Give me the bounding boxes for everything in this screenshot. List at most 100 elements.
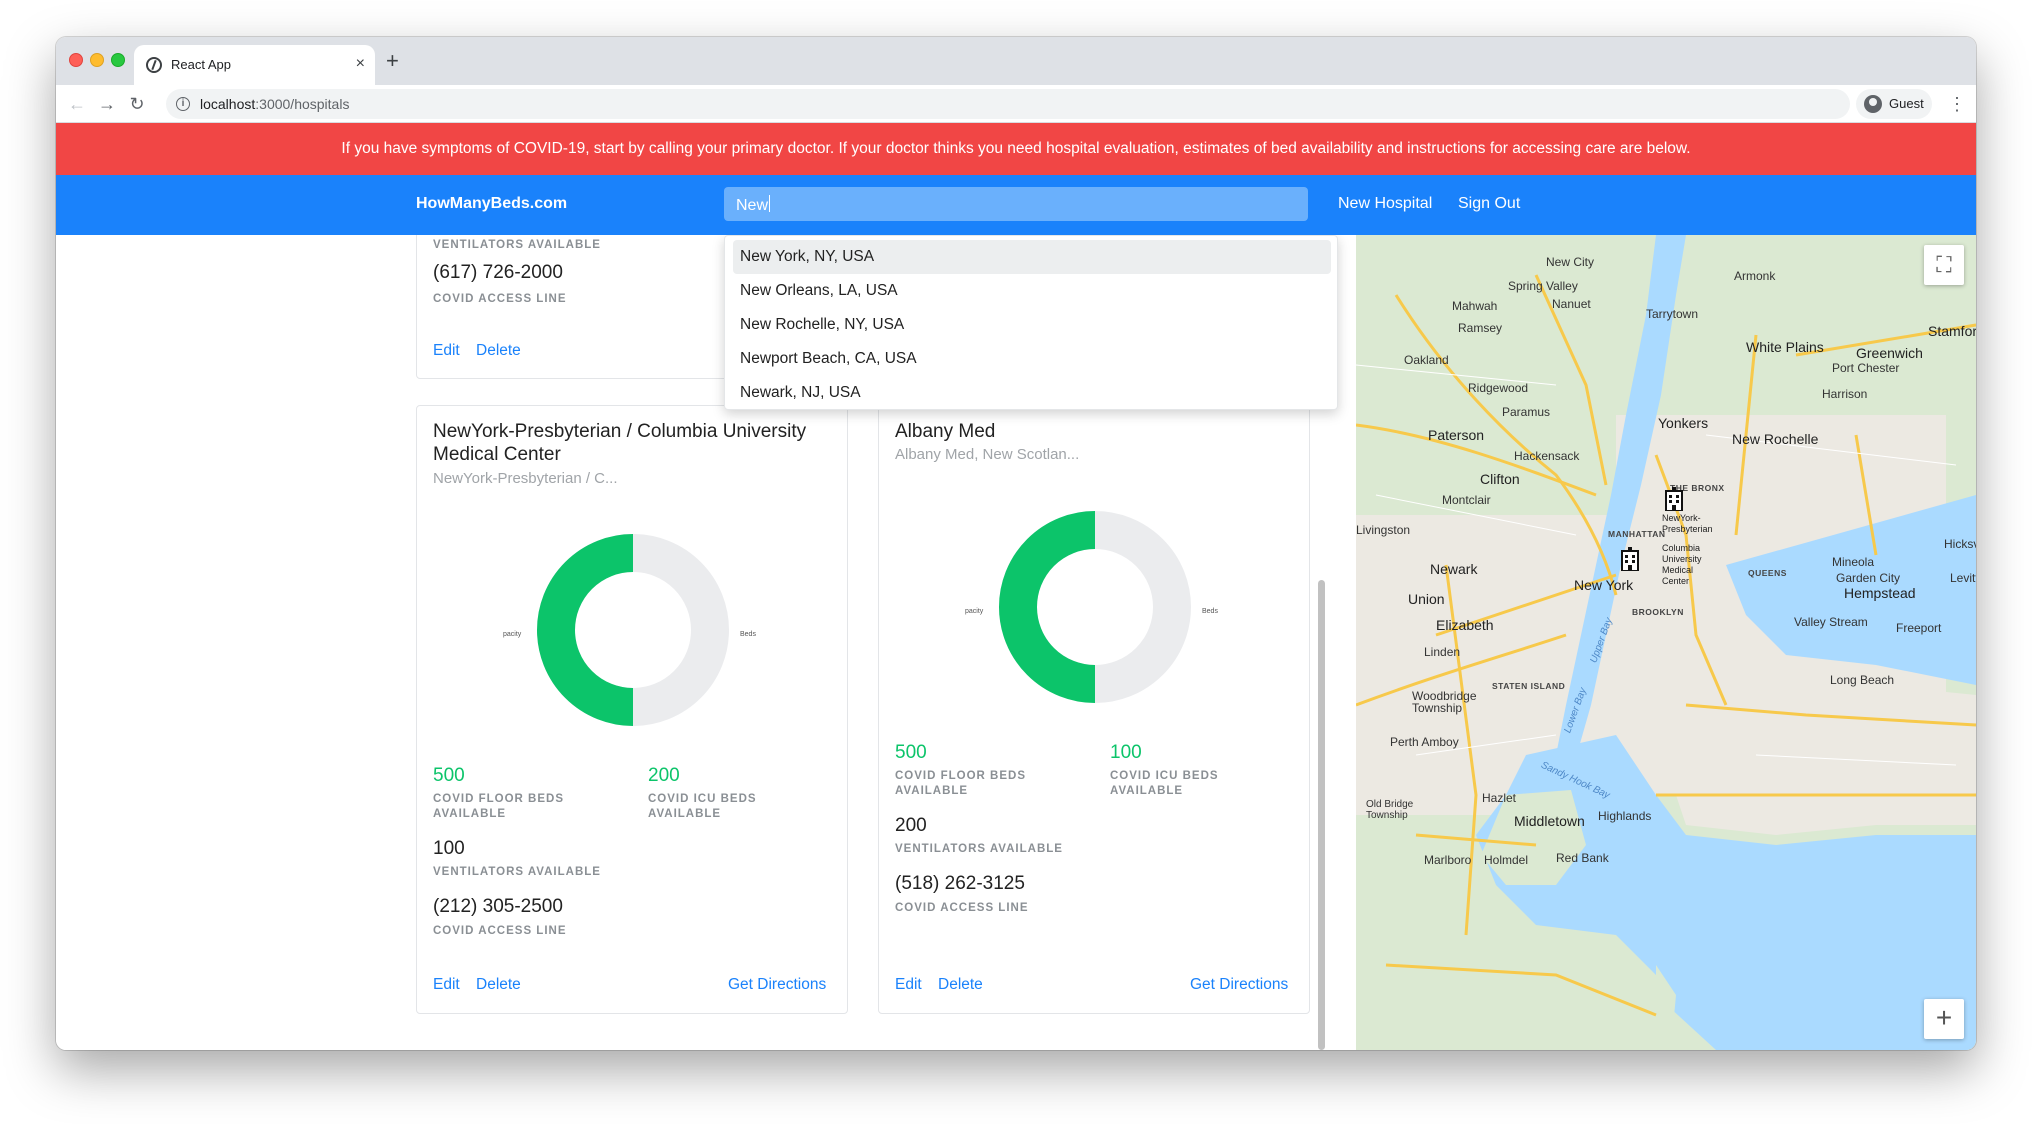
delete-link[interactable]: Delete — [476, 342, 521, 359]
scrollbar-thumb[interactable] — [1318, 580, 1325, 1050]
chart-right-label: Beds — [740, 631, 756, 638]
hospital-card: NewYork-Presbyterian / Columbia Universi… — [416, 405, 848, 1014]
back-button[interactable]: ← — [68, 94, 86, 114]
url-text[interactable]: localhost:3000/hospitals — [200, 96, 349, 112]
map-label: Valley Stream — [1794, 615, 1868, 629]
map-label: Hazlet — [1482, 791, 1517, 805]
map-label: Harrison — [1822, 387, 1868, 401]
map-label: Woodbridge Township — [1412, 689, 1477, 715]
access-phone[interactable]: (617) 726-2000 — [433, 262, 563, 283]
maximize-window-button[interactable] — [111, 53, 125, 67]
map-label: Hicksville — [1944, 537, 1976, 551]
map-label: Clifton — [1480, 471, 1520, 487]
chart-left-label: pacity — [965, 608, 984, 615]
app-navbar: HowManyBeds.com New New Hospital Sign Ou… — [56, 175, 1976, 235]
search-suggestions-dropdown: New York, NY, USA New Orleans, LA, USA N… — [724, 235, 1338, 410]
minimize-window-button[interactable] — [90, 53, 104, 67]
forward-button[interactable]: → — [98, 94, 116, 114]
icu-beds-value: 100 — [1110, 742, 1142, 763]
new-hospital-link[interactable]: New Hospital — [1338, 195, 1433, 212]
map-label: Middletown — [1514, 813, 1585, 829]
hospital-map[interactable]: New City Spring Valley Nanuet Mahwah Ram… — [1356, 235, 1976, 1050]
map-label: STATEN ISLAND — [1492, 681, 1566, 691]
new-tab-button[interactable]: + — [386, 48, 399, 73]
floor-beds-label: COVID FLOOR BEDS AVAILABLE — [433, 793, 565, 820]
reload-button[interactable]: ↻ — [129, 94, 145, 114]
suggestion-item[interactable]: Newport Beach, CA, USA — [740, 350, 917, 367]
hospital-marker[interactable] — [1664, 487, 1684, 516]
profile-button[interactable]: Guest — [1856, 89, 1932, 119]
map-label: Red Bank — [1556, 851, 1609, 865]
sign-out-link[interactable]: Sign Out — [1458, 195, 1521, 212]
ventilators-value: 200 — [895, 815, 927, 836]
map-label: BROOKLYN — [1632, 607, 1684, 617]
location-search-input[interactable]: New — [724, 187, 1308, 221]
edit-link[interactable]: Edit — [433, 976, 460, 993]
map-label: Long Beach — [1830, 673, 1895, 687]
delete-link[interactable]: Delete — [938, 976, 983, 993]
map-label: Spring Valley — [1508, 279, 1578, 293]
hospital-name[interactable]: Albany Med — [895, 421, 996, 442]
delete-link[interactable]: Delete — [476, 976, 521, 993]
main-content: VENTILATORS AVAILABLE (617) 726-2000 COV… — [56, 235, 1976, 1050]
browser-toolbar: ← → ↻ i localhost:3000/hospitals Guest ⋮ — [56, 85, 1976, 123]
map-label: Tarrytown — [1646, 307, 1699, 321]
map-label: Livingston — [1356, 523, 1411, 537]
suggestion-item[interactable]: Newark, NJ, USA — [740, 384, 861, 401]
edit-link[interactable]: Edit — [895, 976, 922, 993]
map-label: New York — [1574, 577, 1634, 593]
suggestion-item[interactable]: New York, NY, USA — [733, 240, 1331, 274]
browser-menu-icon[interactable]: ⋮ — [1948, 94, 1966, 114]
marker-label: Columbia University Medical Center — [1662, 543, 1702, 586]
get-directions-link[interactable]: Get Directions — [728, 976, 827, 993]
map-label: Highlands — [1598, 809, 1652, 823]
map-label: New City — [1546, 255, 1595, 269]
fullscreen-icon: ⛶ — [1936, 252, 1952, 277]
donut-available — [537, 534, 634, 726]
fullscreen-button[interactable]: ⛶ — [1924, 245, 1964, 285]
map-label: Garden City — [1836, 571, 1901, 585]
tab-title: React App — [171, 57, 231, 72]
icu-beds-value: 200 — [648, 765, 680, 786]
url-host: localhost — [200, 96, 256, 112]
close-tab-icon[interactable]: × — [355, 55, 365, 72]
map-label: White Plains — [1746, 339, 1824, 355]
map-label: Armonk — [1734, 269, 1776, 283]
map-label: Ramsey — [1458, 321, 1503, 335]
address-bar[interactable]: i localhost:3000/hospitals — [166, 89, 1850, 119]
get-directions-link[interactable]: Get Directions — [1190, 976, 1289, 993]
avatar-icon — [1864, 95, 1882, 113]
access-phone[interactable]: (212) 305-2500 — [433, 896, 563, 917]
access-phone[interactable]: (518) 262-3125 — [895, 873, 1025, 894]
map-label: Freeport — [1896, 621, 1942, 635]
access-phone-label: COVID ACCESS LINE — [433, 925, 567, 937]
covid-alert-banner: If you have symptoms of COVID-19, start … — [56, 123, 1976, 175]
map-label: Paterson — [1428, 427, 1485, 443]
map-label: Linden — [1424, 645, 1461, 659]
map-label: Nanuet — [1552, 297, 1591, 311]
brand-link[interactable]: HowManyBeds.com — [416, 195, 568, 212]
suggestion-item[interactable]: New Rochelle, NY, USA — [740, 316, 905, 333]
hospital-name[interactable]: NewYork-Presbyterian / Columbia Universi… — [433, 421, 807, 465]
info-icon[interactable]: i — [176, 97, 190, 111]
map-label: THE BRONX — [1670, 483, 1725, 493]
map-label: Yonkers — [1658, 415, 1709, 431]
zoom-in-button[interactable]: + — [1924, 999, 1964, 1039]
close-window-button[interactable] — [69, 53, 83, 67]
map-label: Old Bridge Township — [1366, 799, 1414, 821]
map-label: New Rochelle — [1732, 431, 1819, 447]
browser-window: React App × + ← → ↻ i localhost:3000/hos… — [56, 37, 1976, 1050]
map-label: Elizabeth — [1436, 617, 1494, 633]
map-label: Greenwich — [1856, 345, 1923, 361]
map-label: Hackensack — [1514, 449, 1580, 463]
tab-react-app[interactable]: React App × — [134, 45, 375, 85]
chart-left-label: pacity — [503, 631, 522, 638]
map-tiles — [1356, 235, 1976, 1050]
edit-link[interactable]: Edit — [433, 342, 460, 359]
hospital-marker[interactable] — [1620, 547, 1640, 576]
hospital-building-icon — [1621, 547, 1639, 572]
suggestion-item[interactable]: New Orleans, LA, USA — [740, 282, 898, 299]
icu-beds-label: COVID ICU BEDS AVAILABLE — [1110, 770, 1219, 797]
hospital-subtitle: NewYork-Presbyterian / C... — [433, 470, 618, 487]
hospital-building-icon — [1665, 487, 1683, 512]
